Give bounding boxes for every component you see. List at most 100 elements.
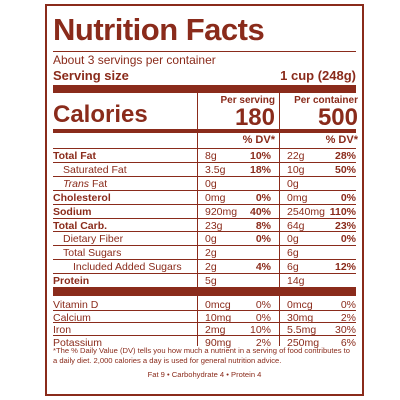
nutrient-name: Total Fat xyxy=(53,150,96,162)
divider xyxy=(53,161,356,163)
dv-per-serving: 4% xyxy=(255,261,271,274)
nutrient-row: Trans Fat 0g 0g xyxy=(53,177,356,191)
amount-per-serving: 2mg xyxy=(205,324,226,336)
amount-per-container: 0g xyxy=(287,233,299,246)
dv-per-serving: 8% xyxy=(255,219,271,232)
amount-per-container: 30mg xyxy=(287,311,314,324)
divider xyxy=(53,148,356,149)
amount-per-container: 22g xyxy=(287,150,305,162)
nutrient-row: Total Carb. 23g 8% 64g 23% xyxy=(53,219,356,233)
amount-per-serving: 2g xyxy=(205,247,217,260)
dv-per-serving: 0% xyxy=(255,299,271,311)
calories-label: Calories xyxy=(53,101,148,128)
label-content: Nutrition Facts About 3 servings per con… xyxy=(53,6,358,394)
amount-per-serving: 0g xyxy=(205,233,217,246)
nutrient-name: Potassium xyxy=(53,336,103,349)
divider xyxy=(53,287,356,288)
dv-header-serving: % DV* xyxy=(242,134,275,146)
nutrient-row: Protein 5g 14g xyxy=(53,274,356,288)
amount-per-serving: 920mg xyxy=(205,205,238,218)
dv-per-container: 0% xyxy=(340,233,356,246)
dv-header-container: % DV* xyxy=(325,134,358,146)
nutrient-name: Calcium xyxy=(53,311,91,324)
amount-per-serving: 0mg xyxy=(205,191,226,204)
serving-size-value: 1 cup (248g) xyxy=(280,68,356,83)
dv-per-container: 23% xyxy=(334,219,356,232)
divider xyxy=(53,309,356,311)
nutrient-row: Included Added Sugars 2g 4% 6g 12% xyxy=(53,260,356,274)
nutrient-row: Total Fat 8g 10% 22g 28% xyxy=(53,149,356,163)
dv-per-serving: 18% xyxy=(249,163,271,176)
divider xyxy=(53,217,356,219)
divider xyxy=(53,175,356,177)
dv-per-serving: 2% xyxy=(255,336,271,349)
dv-per-container: 0% xyxy=(340,299,356,311)
divider xyxy=(53,203,356,205)
amount-per-serving: 90mg xyxy=(205,336,232,349)
amount-per-serving: 3.5g xyxy=(205,163,226,176)
dv-per-serving: 40% xyxy=(249,205,271,218)
nutrient-name: Dietary Fiber xyxy=(63,233,124,246)
medium-divider xyxy=(53,129,356,133)
nutrition-facts-label: Nutrition Facts About 3 servings per con… xyxy=(45,4,364,396)
vitamin-row: Vitamin D 0mcg 0% 0mcg 0% xyxy=(53,298,356,312)
dv-per-container: 2% xyxy=(340,311,356,324)
dv-per-serving: 0% xyxy=(255,311,271,324)
amount-per-container: 10g xyxy=(287,163,305,176)
thick-divider xyxy=(53,85,356,93)
nutrient-row: Sodium 920mg 40% 2540mg 110% xyxy=(53,205,356,219)
column-divider xyxy=(279,93,280,288)
label-title: Nutrition Facts xyxy=(53,12,265,47)
calories-per-gram: Fat 9 • Carbohydrate 4 • Protein 4 xyxy=(147,370,262,379)
vitamin-row: Calcium 10mg 0% 30mg 2% xyxy=(53,311,356,325)
dv-per-serving: 0% xyxy=(255,233,271,246)
nutrient-row: Total Sugars 2g 6g xyxy=(53,246,356,260)
nutrient-name: Vitamin D xyxy=(53,299,99,311)
amount-per-container: 5.5mg xyxy=(287,324,317,336)
divider xyxy=(53,231,356,233)
divider xyxy=(53,245,356,247)
amount-per-serving: 0g xyxy=(205,177,217,190)
divider xyxy=(53,273,356,275)
calories-per-serving: 180 xyxy=(234,104,275,131)
dv-per-container: 30% xyxy=(334,324,356,336)
amount-per-container: 0g xyxy=(287,177,299,190)
amount-per-container: 6g xyxy=(287,247,299,260)
amount-per-container: 2540mg xyxy=(287,205,325,218)
divider xyxy=(53,189,356,191)
amount-per-serving: 23g xyxy=(205,219,223,232)
thick-divider xyxy=(53,288,356,296)
dv-per-serving: 10% xyxy=(249,150,271,162)
column-divider xyxy=(279,296,280,346)
amount-per-serving: 5g xyxy=(205,275,217,288)
amount-per-container: 0mg xyxy=(287,191,308,204)
nutrient-name: Protein xyxy=(53,275,90,288)
per-serving-header: Per serving xyxy=(220,95,275,106)
nutrient-row: Saturated Fat 3.5g 18% 10g 50% xyxy=(53,163,356,177)
vitamin-row: Iron 2mg 10% 5.5mg 30% xyxy=(53,323,356,337)
divider xyxy=(53,51,356,52)
dv-per-serving: 0% xyxy=(255,191,271,204)
amount-per-container: 14g xyxy=(287,275,305,288)
amount-per-serving: 8g xyxy=(205,150,217,162)
dv-per-container: 0% xyxy=(340,191,356,204)
amount-per-container: 6g xyxy=(287,261,299,274)
amount-per-container: 250mg xyxy=(287,336,320,349)
nutrient-name: Trans Fat xyxy=(63,177,108,190)
nutrient-name: Cholesterol xyxy=(53,191,111,204)
nutrient-name: Included Added Sugars xyxy=(73,261,182,274)
dv-per-container: 12% xyxy=(334,261,356,274)
vitamin-row: Potassium 90mg 2% 250mg 6% xyxy=(53,336,356,350)
amount-per-serving: 2g xyxy=(205,261,217,274)
divider xyxy=(53,334,356,336)
calories-per-container: 500 xyxy=(317,104,358,131)
footnote: *The % Daily Value (DV) tells you how mu… xyxy=(53,346,351,365)
serving-size-label: Serving size xyxy=(53,68,129,83)
dv-per-serving: 10% xyxy=(249,324,271,336)
dv-per-container: 28% xyxy=(334,150,356,162)
nutrient-row: Dietary Fiber 0g 0% 0g 0% xyxy=(53,232,356,246)
amount-per-container: 0mcg xyxy=(287,299,313,311)
servings-per-container: About 3 servings per container xyxy=(53,53,216,67)
nutrient-name: Sodium xyxy=(53,205,92,218)
nutrient-name: Saturated Fat xyxy=(63,163,127,176)
